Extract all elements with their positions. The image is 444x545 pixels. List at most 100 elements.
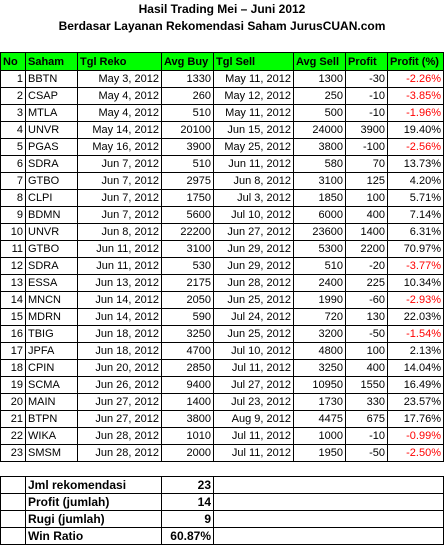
cell-profit: 130: [345, 308, 388, 326]
summary-label: Win Ratio: [25, 527, 162, 545]
cell-tgl-sell: May 25, 2012: [213, 138, 294, 156]
summary-value: 23: [161, 476, 214, 494]
table-row: 12 SDRA Jun 11, 2012 530 Jun 29, 2012 510 -20-…: [0, 257, 444, 275]
cell-profit: -100: [345, 138, 388, 156]
cell-saham: BTPN: [25, 410, 78, 428]
summary-table: Jml rekomendasi 23 Profit (jumlah) 14 Rugi (…: [0, 476, 444, 545]
cell-avg-sell: 5300: [293, 240, 346, 258]
cell-profit-pct: 23.57%: [387, 393, 444, 411]
summary-value: 9: [161, 510, 214, 528]
cell-no: 10: [0, 223, 26, 241]
cell-saham: GTBO: [25, 172, 78, 190]
cell-tgl-sell: May 12, 2012: [213, 87, 294, 105]
cell-avg-sell: 3200: [293, 325, 346, 343]
table-row: 21 BTPN Jun 27, 2012 3800 Aug 9, 2012 4475 675…: [0, 410, 444, 428]
cell-tgl-reko: Jun 11, 2012: [77, 240, 162, 258]
cell-no: 19: [0, 376, 26, 394]
cell-profit-pct: 6.31%: [387, 223, 444, 241]
cell-saham: MDRN: [25, 308, 78, 326]
summary-spacer: [0, 527, 26, 545]
cell-profit: -50: [345, 325, 388, 343]
table-row: 23 SMSM Jun 28, 2012 2000 Jul 11, 2012 1950 -5…: [0, 444, 444, 462]
cell-tgl-reko: Jun 27, 2012: [77, 410, 162, 428]
cell-avg-buy: 1400: [161, 393, 214, 411]
cell-avg-buy: 20100: [161, 121, 214, 139]
cell-profit-pct: -1.96%: [387, 104, 444, 122]
cell-no: 21: [0, 410, 26, 428]
cell-profit: -60: [345, 291, 388, 309]
cell-tgl-sell: Jul 3, 2012: [213, 189, 294, 207]
cell-avg-sell: 1000: [293, 427, 346, 445]
summary-blank: [213, 493, 444, 511]
cell-tgl-sell: Jun 28, 2012: [213, 274, 294, 292]
cell-profit-pct: -0.99%: [387, 427, 444, 445]
table-row: 19 SCMA Jun 26, 2012 9400 Jul 27, 2012 10950 1…: [0, 376, 444, 394]
cell-avg-sell: 1730: [293, 393, 346, 411]
cell-tgl-reko: Jun 11, 2012: [77, 257, 162, 275]
cell-tgl-reko: Jun 18, 2012: [77, 342, 162, 360]
cell-saham: PGAS: [25, 138, 78, 156]
summary-row: Jml rekomendasi 23: [0, 476, 444, 494]
cell-tgl-reko: May 4, 2012: [77, 104, 162, 122]
cell-saham: TBIG: [25, 325, 78, 343]
cell-saham: ESSA: [25, 274, 78, 292]
cell-avg-buy: 510: [161, 155, 214, 173]
cell-no: 1: [0, 70, 26, 88]
cell-no: 7: [0, 172, 26, 190]
cell-profit-pct: 5.71%: [387, 189, 444, 207]
cell-avg-buy: 530: [161, 257, 214, 275]
table-row: 8 CLPI Jun 7, 2012 1750 Jul 3, 2012 1850 100 5.…: [0, 189, 444, 207]
cell-saham: CLPI: [25, 189, 78, 207]
table-row: 16 TBIG Jun 18, 2012 3250 Jun 25, 2012 3200 -5…: [0, 325, 444, 343]
table-row: 11 GTBO Jun 11, 2012 3100 Jun 29, 2012 5300 22…: [0, 240, 444, 258]
table-row: 3 MTLA May 4, 2012 510 May 11, 2012 500 -10 -1.…: [0, 104, 444, 122]
cell-saham: GTBO: [25, 240, 78, 258]
cell-avg-buy: 5600: [161, 206, 214, 224]
cell-no: 6: [0, 155, 26, 173]
cell-avg-buy: 1330: [161, 70, 214, 88]
cell-no: 11: [0, 240, 26, 258]
cell-tgl-reko: Jun 14, 2012: [77, 291, 162, 309]
summary-label: Profit (jumlah): [25, 493, 162, 511]
cell-tgl-reko: Jun 7, 2012: [77, 172, 162, 190]
cell-avg-buy: 2975: [161, 172, 214, 190]
cell-profit: 1400: [345, 223, 388, 241]
cell-avg-sell: 1850: [293, 189, 346, 207]
cell-tgl-reko: Jun 7, 2012: [77, 189, 162, 207]
header-saham: Saham: [25, 52, 78, 71]
cell-saham: BDMN: [25, 206, 78, 224]
cell-avg-sell: 3800: [293, 138, 346, 156]
summary-row: Rugi (jumlah) 9: [0, 510, 444, 528]
cell-profit-pct: 17.76%: [387, 410, 444, 428]
cell-avg-sell: 24000: [293, 121, 346, 139]
cell-no: 17: [0, 342, 26, 360]
cell-profit-pct: 14.04%: [387, 359, 444, 377]
table-row: 22 WIKA Jun 28, 2012 1010 Jul 11, 2012 1000 -1…: [0, 427, 444, 445]
header-profit-pct: Profit (%): [387, 52, 444, 71]
cell-no: 20: [0, 393, 26, 411]
cell-no: 16: [0, 325, 26, 343]
summary-blank: [213, 510, 444, 528]
cell-saham: MNCN: [25, 291, 78, 309]
table-row: 2 CSAP May 4, 2012 260 May 12, 2012 250 -10 -3.…: [0, 87, 444, 105]
cell-profit-pct: -2.26%: [387, 70, 444, 88]
cell-avg-buy: 4700: [161, 342, 214, 360]
header-avg-sell: Avg Sell: [293, 52, 346, 71]
cell-tgl-sell: Jul 10, 2012: [213, 206, 294, 224]
cell-profit-pct: 13.73%: [387, 155, 444, 173]
cell-avg-buy: 1010: [161, 427, 214, 445]
cell-profit-pct: 22.03%: [387, 308, 444, 326]
cell-profit: -20: [345, 257, 388, 275]
table-row: 1 BBTN May 3, 2012 1330 May 11, 2012 1300 -30-…: [0, 70, 444, 88]
table-row: 10 UNVR Jun 8, 2012 22200 Jun 27, 2012 23600 1…: [0, 223, 444, 241]
header-profit: Profit: [345, 52, 388, 71]
cell-tgl-reko: Jun 18, 2012: [77, 325, 162, 343]
cell-avg-buy: 2050: [161, 291, 214, 309]
cell-tgl-sell: Jun 29, 2012: [213, 257, 294, 275]
cell-tgl-sell: Jun 25, 2012: [213, 325, 294, 343]
cell-tgl-sell: Jul 23, 2012: [213, 393, 294, 411]
cell-tgl-reko: Jun 26, 2012: [77, 376, 162, 394]
cell-profit-pct: 2.13%: [387, 342, 444, 360]
cell-tgl-sell: Jul 24, 2012: [213, 308, 294, 326]
cell-no: 22: [0, 427, 26, 445]
